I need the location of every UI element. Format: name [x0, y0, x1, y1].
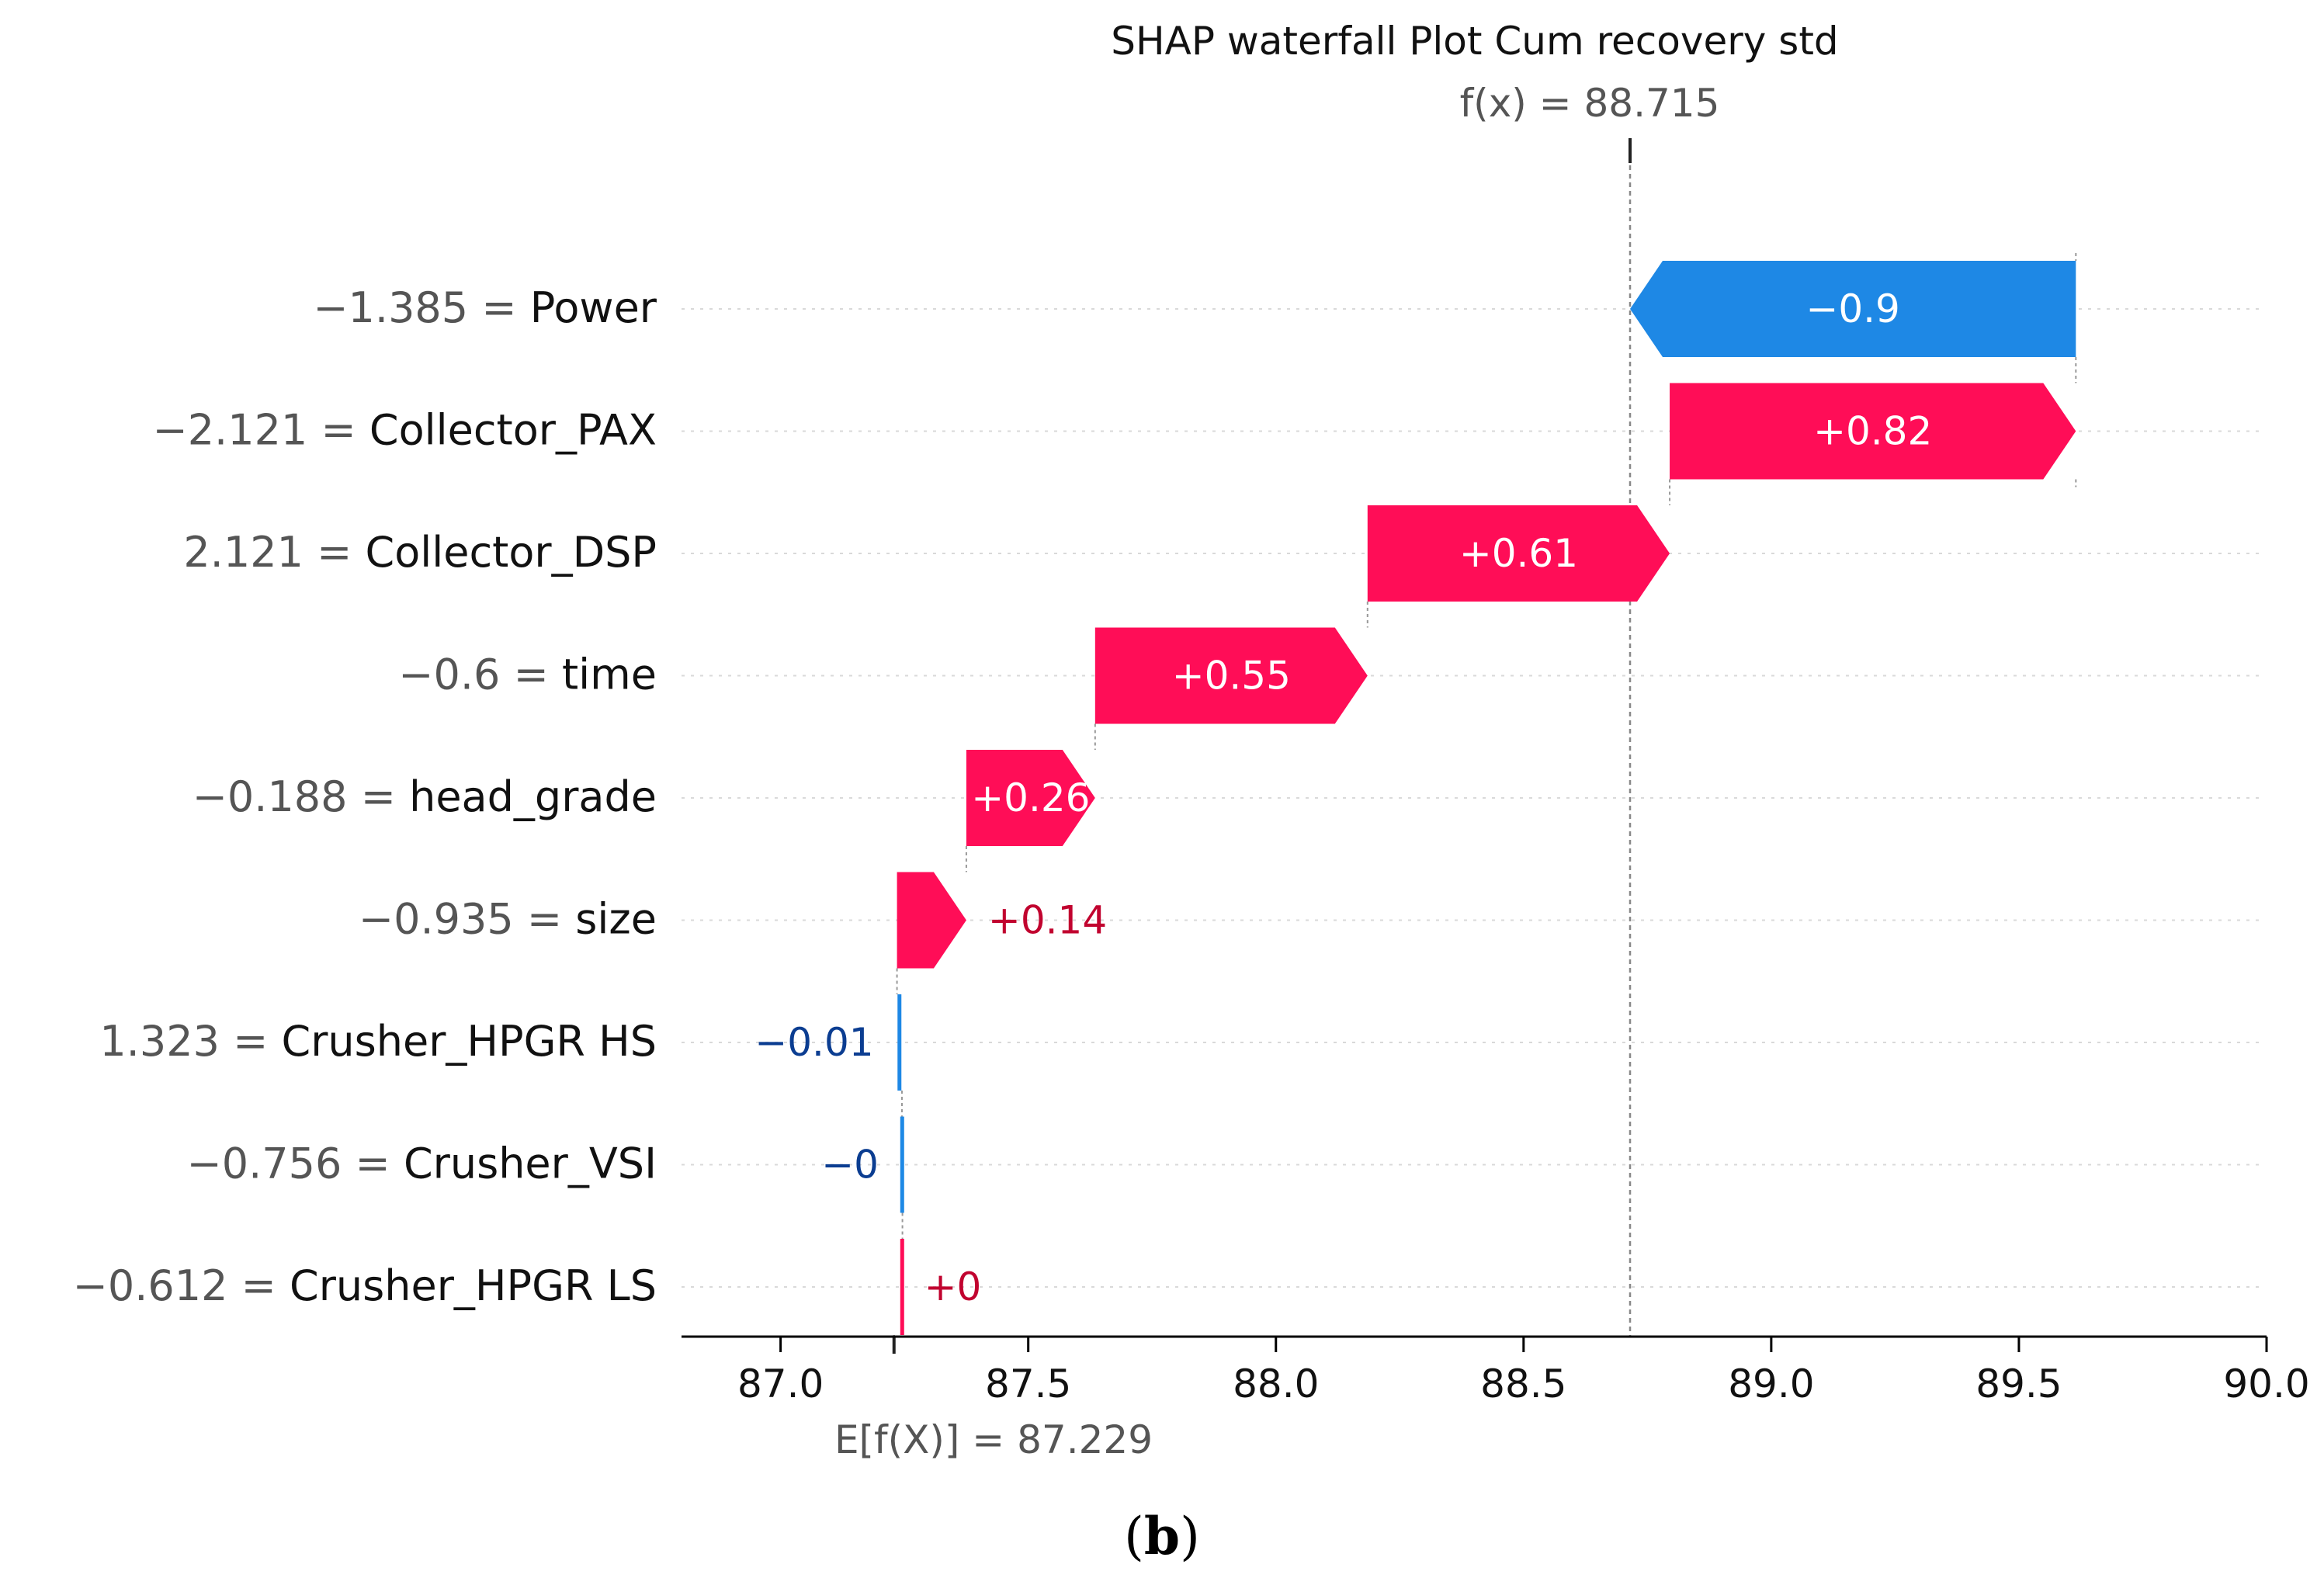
- shap-value-label: −0.01: [754, 1020, 873, 1065]
- feature-label: −1.385 = Power: [313, 283, 657, 332]
- bars: −0.9 +0.82 +0.61 +0.55 +0.26 +0.14 −0.01 −0 +0: [754, 261, 2076, 1335]
- shap-value-label: +0.82: [1813, 409, 1932, 454]
- bar-time: [1094, 627, 1368, 724]
- bar-crusher-hpgr-ls: [900, 1239, 904, 1335]
- bar-power: [1630, 261, 2076, 357]
- bar-size: [897, 872, 966, 969]
- x-tick-label: 88.5: [1480, 1361, 1566, 1406]
- panel-label: (b): [0, 1506, 2324, 1566]
- connector-lines: [892, 138, 2077, 1354]
- feature-label: −0.935 = size: [359, 895, 657, 944]
- shap-value-label: +0.61: [1459, 531, 1578, 576]
- shap-value-label: +0.55: [1172, 654, 1291, 699]
- bar-collector-pax: [1670, 383, 2076, 480]
- bar-crusher-vsi: [900, 1116, 904, 1213]
- x-axis: 87.0 87.5 88.0 88.5 89.0 89.5 90.0: [682, 1335, 2310, 1406]
- chart-title: SHAP waterfall Plot Cum recovery std: [1111, 19, 1838, 64]
- base-value-label: E[f(X)] = 87.229: [834, 1417, 1153, 1462]
- shap-value-label: +0: [924, 1264, 982, 1309]
- bar-head-grade: [966, 750, 1095, 846]
- x-tick-label: 87.5: [985, 1361, 1071, 1406]
- feature-labels: −1.385 = Power −2.121 = Collector_PAX 2.12…: [73, 283, 657, 1310]
- x-tick-label: 90.0: [2223, 1361, 2309, 1406]
- fx-label: f(x) = 88.715: [1460, 81, 1720, 126]
- feature-label: 1.323 = Crusher_HPGR HS: [99, 1017, 657, 1066]
- feature-label: −2.121 = Collector_PAX: [152, 406, 657, 455]
- shap-value-label: +0.14: [988, 898, 1107, 943]
- panel-label-text: (b): [1124, 1506, 1200, 1566]
- bar-crusher-hpgr-hs: [897, 994, 902, 1091]
- feature-label: −0.6 = time: [398, 650, 657, 699]
- feature-label: −0.756 = Crusher_VSI: [187, 1139, 657, 1188]
- feature-label: 2.121 = Collector_DSP: [183, 528, 657, 577]
- x-tick-label: 88.0: [1233, 1361, 1319, 1406]
- shap-value-label: +0.26: [971, 775, 1090, 820]
- x-tick-label: 89.0: [1728, 1361, 1814, 1406]
- feature-label: −0.188 = head_grade: [193, 772, 657, 821]
- feature-label: −0.612 = Crusher_HPGR LS: [73, 1261, 657, 1310]
- bar-collector-dsp: [1367, 505, 1670, 602]
- shap-value-label: −0: [821, 1143, 879, 1188]
- x-tick-label: 87.0: [737, 1361, 824, 1406]
- x-tick-label: 89.5: [1975, 1361, 2062, 1406]
- shap-value-label: −0.9: [1805, 286, 1899, 331]
